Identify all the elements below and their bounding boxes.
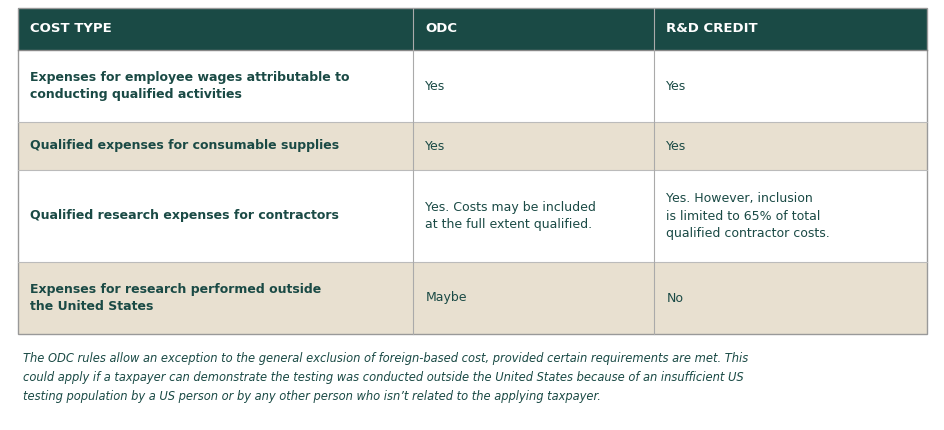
- Bar: [413, 122, 653, 170]
- Bar: [653, 122, 926, 170]
- Bar: [18, 262, 413, 334]
- Text: Qualified research expenses for contractors: Qualified research expenses for contract…: [30, 209, 339, 222]
- Text: Maybe: Maybe: [425, 292, 466, 304]
- Bar: [18, 8, 413, 50]
- Text: The ODC rules allow an exception to the general exclusion of foreign-based cost,: The ODC rules allow an exception to the …: [23, 352, 748, 403]
- Text: Expenses for research performed outside
the United States: Expenses for research performed outside …: [30, 283, 321, 313]
- Bar: [18, 122, 413, 170]
- Text: Yes. However, inclusion
is limited to 65% of total
qualified contractor costs.: Yes. However, inclusion is limited to 65…: [666, 192, 829, 240]
- Text: Yes. Costs may be included
at the full extent qualified.: Yes. Costs may be included at the full e…: [425, 201, 596, 231]
- Bar: [413, 50, 653, 122]
- Bar: [18, 170, 413, 262]
- Bar: [413, 262, 653, 334]
- Text: Yes: Yes: [425, 80, 446, 92]
- Text: R&D CREDIT: R&D CREDIT: [666, 22, 757, 36]
- Bar: [653, 262, 926, 334]
- Text: No: No: [666, 292, 683, 304]
- Text: ODC: ODC: [425, 22, 457, 36]
- Text: COST TYPE: COST TYPE: [30, 22, 111, 36]
- Bar: [653, 170, 926, 262]
- Bar: [653, 8, 926, 50]
- Bar: [413, 8, 653, 50]
- Bar: [413, 170, 653, 262]
- Bar: [653, 50, 926, 122]
- Bar: [18, 8, 926, 334]
- Text: Qualified expenses for consumable supplies: Qualified expenses for consumable suppli…: [30, 139, 339, 153]
- Text: Yes: Yes: [425, 139, 446, 153]
- Text: Expenses for employee wages attributable to
conducting qualified activities: Expenses for employee wages attributable…: [30, 71, 349, 101]
- Text: Yes: Yes: [666, 80, 686, 92]
- Bar: [18, 50, 413, 122]
- Text: Yes: Yes: [666, 139, 686, 153]
